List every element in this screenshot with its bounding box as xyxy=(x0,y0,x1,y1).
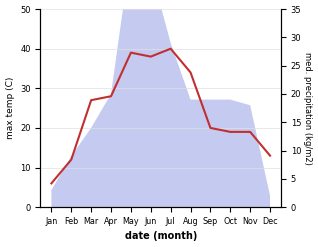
Y-axis label: med. precipitation (kg/m2): med. precipitation (kg/m2) xyxy=(303,52,313,165)
X-axis label: date (month): date (month) xyxy=(125,231,197,242)
Y-axis label: max temp (C): max temp (C) xyxy=(5,77,15,139)
